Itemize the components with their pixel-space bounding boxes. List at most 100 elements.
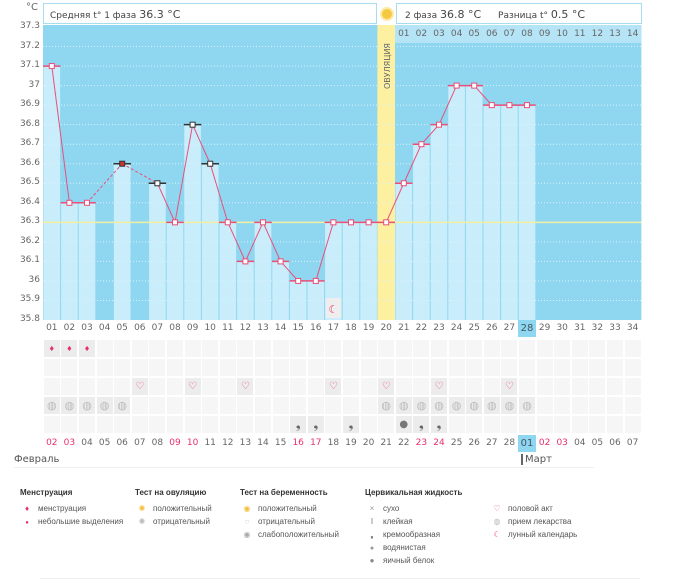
mark-cell[interactable] [131, 397, 148, 414]
mark-cell[interactable]: ◍ [395, 397, 412, 414]
mark-cell[interactable] [519, 378, 535, 395]
mark-cell[interactable] [255, 359, 271, 376]
mark-cell[interactable] [307, 359, 324, 376]
mark-cell[interactable]: ◍ [43, 397, 60, 414]
mark-cell[interactable] [96, 416, 113, 433]
mark-cell[interactable] [202, 359, 219, 376]
mark-cell[interactable] [431, 359, 447, 376]
mark-cell[interactable] [589, 340, 606, 357]
mark-cell[interactable]: ◍ [413, 397, 430, 414]
mark-cell[interactable]: ◍ [466, 397, 483, 414]
mark-cell[interactable] [343, 397, 359, 414]
mark-cell[interactable] [624, 340, 641, 357]
mark-cell[interactable]: ◍ [114, 397, 131, 414]
mark-cell[interactable] [589, 378, 606, 395]
mark-cell[interactable] [237, 359, 254, 376]
mark-cell[interactable] [237, 416, 254, 433]
mark-cell[interactable] [272, 340, 289, 357]
mark-cell[interactable] [624, 378, 641, 395]
mark-cell[interactable] [378, 359, 395, 376]
mark-cell[interactable] [114, 359, 131, 376]
mark-cell[interactable] [43, 359, 60, 376]
mark-cell[interactable] [167, 397, 183, 414]
mark-cell[interactable] [202, 378, 219, 395]
mark-cell[interactable] [624, 416, 641, 433]
mark-cell[interactable] [607, 359, 623, 376]
mark-cell[interactable] [536, 416, 553, 433]
mark-cell[interactable] [290, 397, 307, 414]
mark-cell[interactable] [483, 378, 500, 395]
mark-cell[interactable] [448, 378, 465, 395]
mark-cell[interactable] [290, 378, 307, 395]
mark-cell[interactable] [79, 359, 95, 376]
mark-cell[interactable] [272, 397, 289, 414]
mark-cell[interactable] [571, 416, 588, 433]
mark-cell[interactable]: ♡ [431, 378, 447, 395]
mark-cell[interactable] [607, 378, 623, 395]
mark-cell[interactable]: ◍ [448, 397, 465, 414]
mark-cell[interactable] [466, 359, 483, 376]
mark-cell[interactable] [607, 340, 623, 357]
mark-cell[interactable] [325, 397, 342, 414]
mark-cell[interactable] [607, 416, 623, 433]
mark-cell[interactable] [219, 397, 236, 414]
mark-cell[interactable]: ♡ [501, 378, 518, 395]
mark-cell[interactable] [448, 340, 465, 357]
mark-cell[interactable] [501, 340, 518, 357]
mark-cell[interactable] [167, 340, 183, 357]
mark-cell[interactable] [149, 359, 166, 376]
mark-cell[interactable] [96, 359, 113, 376]
mark-cell[interactable] [167, 359, 183, 376]
mark-cell[interactable] [114, 378, 131, 395]
mark-cell[interactable]: ◍ [61, 397, 78, 414]
mark-cell[interactable] [519, 359, 535, 376]
mark-cell[interactable]: ♡ [325, 378, 342, 395]
mark-cell[interactable]: ❟ [431, 416, 447, 433]
mark-cell[interactable] [589, 416, 606, 433]
mark-cell[interactable] [571, 378, 588, 395]
mark-cell[interactable] [202, 397, 219, 414]
mark-cell[interactable] [519, 416, 535, 433]
mark-cell[interactable]: ❟ [290, 416, 307, 433]
mark-cell[interactable] [343, 340, 359, 357]
mark-cell[interactable] [325, 359, 342, 376]
mark-cell[interactable] [149, 397, 166, 414]
mark-cell[interactable] [589, 359, 606, 376]
mark-cell[interactable]: ❟ [343, 416, 359, 433]
mark-cell[interactable] [255, 416, 271, 433]
mark-cell[interactable] [307, 378, 324, 395]
mark-cell[interactable] [554, 359, 571, 376]
mark-cell[interactable] [343, 359, 359, 376]
mark-cell[interactable] [571, 340, 588, 357]
mark-cell[interactable] [307, 397, 324, 414]
mark-cell[interactable]: ◍ [483, 397, 500, 414]
mark-cell[interactable] [378, 340, 395, 357]
mark-cell[interactable] [448, 359, 465, 376]
mark-cell[interactable] [290, 359, 307, 376]
mark-cell[interactable]: ● [395, 416, 412, 433]
mark-cell[interactable]: ♡ [378, 378, 395, 395]
mark-cell[interactable] [131, 359, 148, 376]
mark-cell[interactable] [149, 378, 166, 395]
mark-cell[interactable] [255, 340, 271, 357]
mark-cell[interactable] [237, 340, 254, 357]
mark-cell[interactable] [483, 416, 500, 433]
mark-cell[interactable] [519, 340, 535, 357]
mark-cell[interactable] [167, 378, 183, 395]
mark-cell[interactable] [360, 397, 377, 414]
mark-cell[interactable] [96, 340, 113, 357]
mark-cell[interactable] [501, 416, 518, 433]
mark-cell[interactable] [360, 340, 377, 357]
mark-cell[interactable]: ◍ [501, 397, 518, 414]
mark-cell[interactable] [272, 416, 289, 433]
mark-cell[interactable] [413, 359, 430, 376]
mark-cell[interactable] [96, 378, 113, 395]
mark-cell[interactable] [360, 416, 377, 433]
mark-cell[interactable] [219, 359, 236, 376]
mark-cell[interactable] [413, 378, 430, 395]
mark-cell[interactable] [79, 378, 95, 395]
mark-cell[interactable] [378, 416, 395, 433]
mark-cell[interactable]: ◍ [96, 397, 113, 414]
mark-cell[interactable] [255, 397, 271, 414]
mark-cell[interactable] [624, 359, 641, 376]
